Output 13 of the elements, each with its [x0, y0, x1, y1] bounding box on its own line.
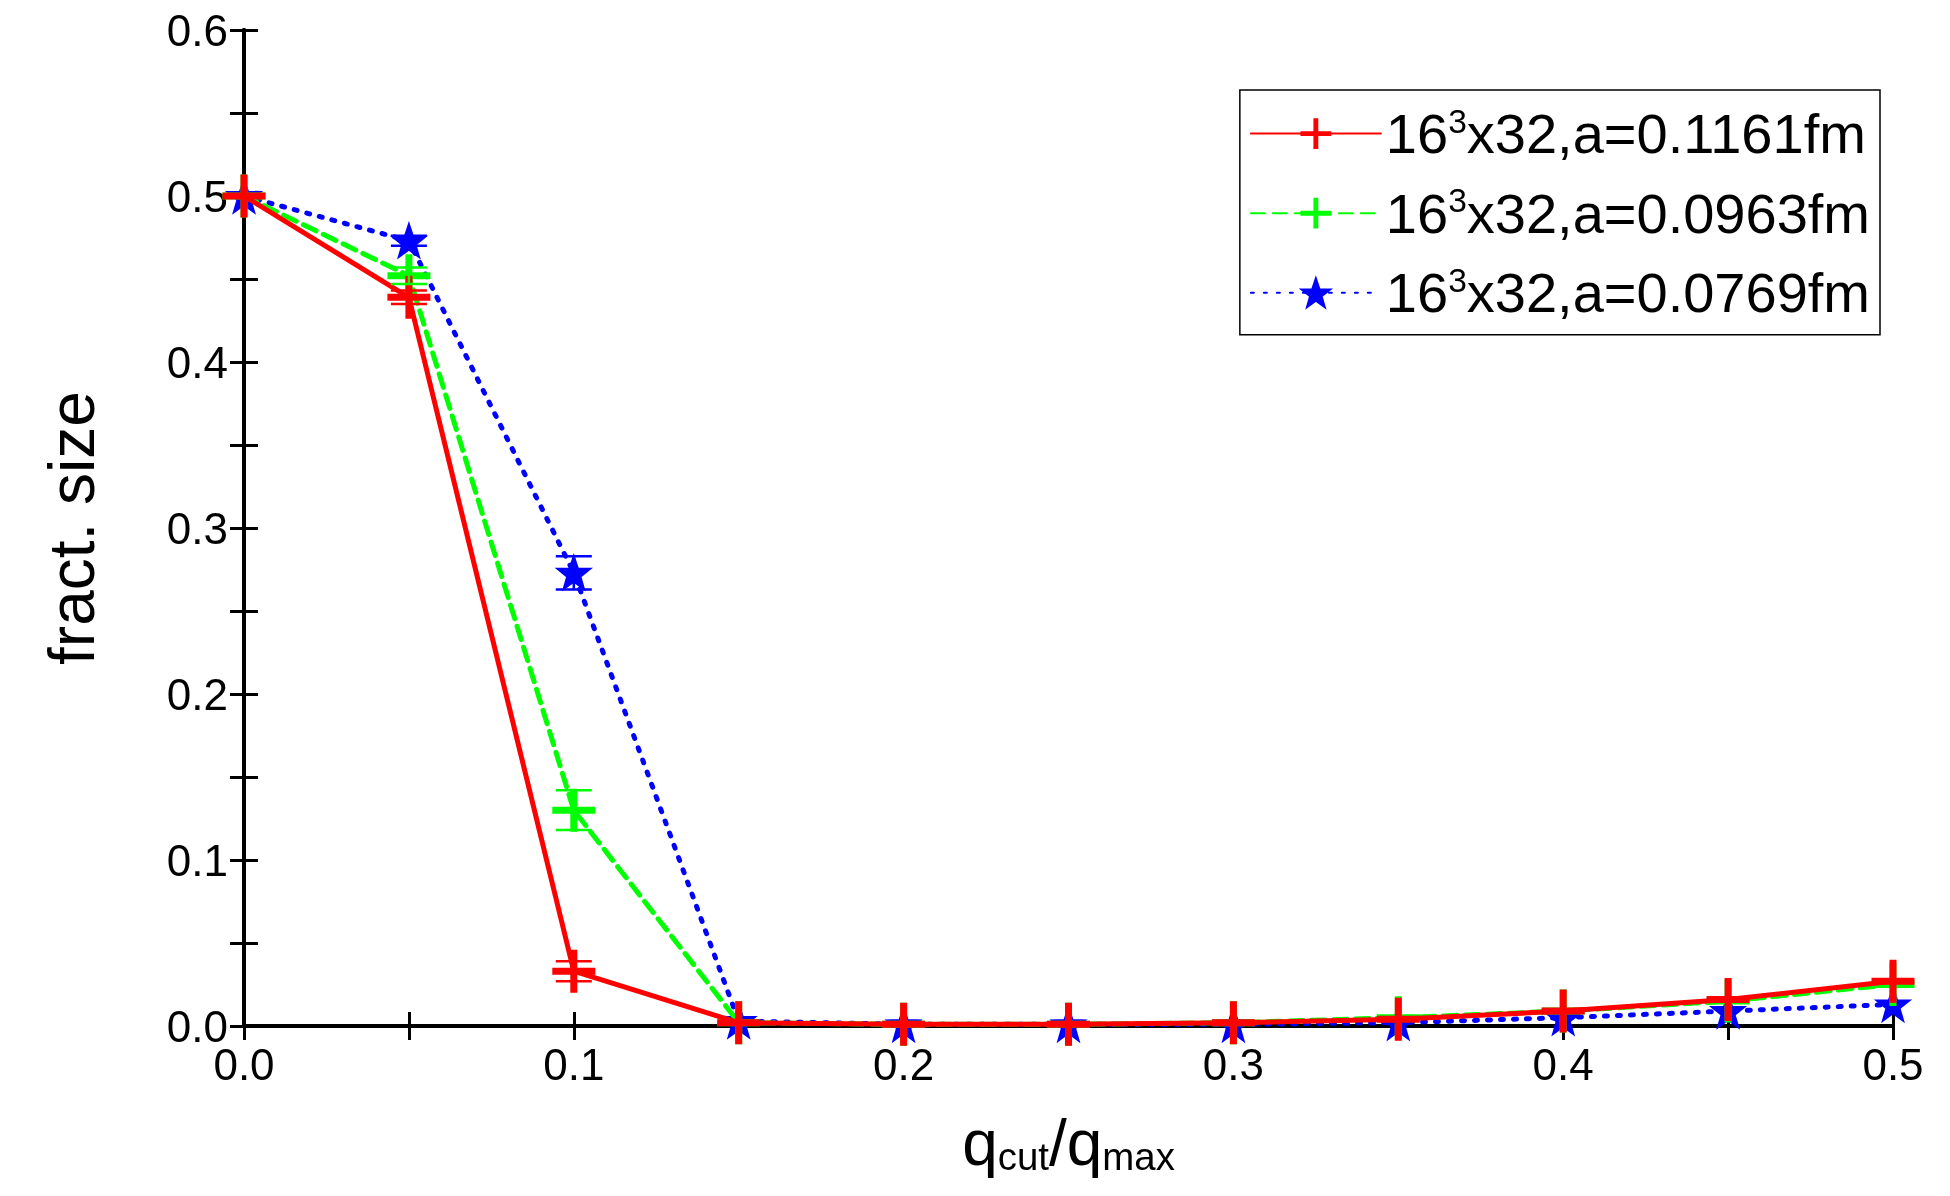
x-tick-label: 0.4: [1532, 1039, 1594, 1089]
y-tick-label: 0.4: [166, 337, 228, 387]
y-axis-title: fract. size: [36, 391, 108, 665]
y-tick-label: 0.3: [166, 503, 228, 553]
y-tick-label: 0.5: [166, 171, 228, 221]
x-tick-label: 0.5: [1862, 1039, 1924, 1089]
x-tick-label: 0.3: [1202, 1039, 1264, 1089]
x-tick-label: 0.1: [543, 1039, 605, 1089]
x-tick-label: 0.2: [873, 1039, 935, 1089]
x-axis-title: qcut/qmax: [962, 1107, 1175, 1179]
y-tick-label: 0.2: [166, 669, 228, 719]
y-tick-label: 0.6: [166, 5, 228, 55]
y-tick-label: 0.1: [166, 835, 228, 885]
